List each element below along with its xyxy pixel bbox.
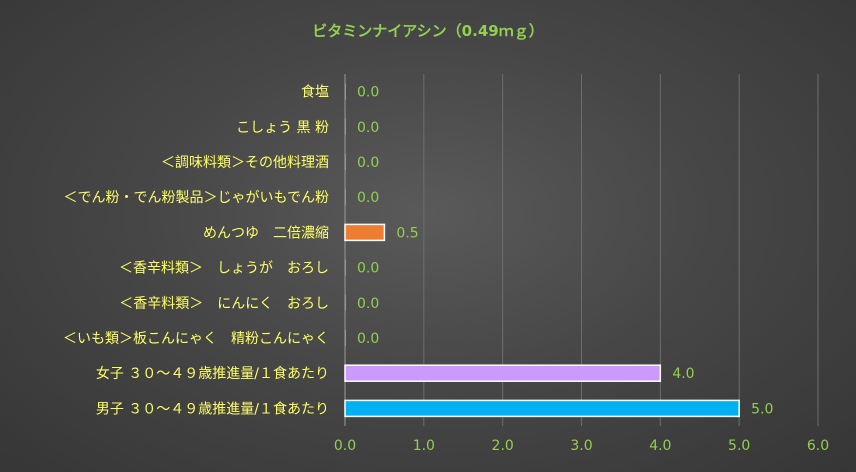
data-label: 5.0 [751,401,773,417]
data-label: 0.0 [357,190,379,206]
category-label: ＜調味料類＞その他料理酒 [161,155,329,171]
x-tick-label: 3.0 [570,438,592,454]
data-label: 4.0 [672,366,694,382]
bar [345,83,346,100]
bar [344,399,740,418]
data-label: 0.0 [357,85,379,101]
bar [344,223,386,242]
x-tick-label: 1.0 [413,438,435,454]
bar [345,189,346,206]
x-tick-label: 5.0 [728,438,750,454]
category-label: こしょう 黒 粉 [236,120,329,136]
x-tick-label: 0.0 [334,438,356,454]
x-tick-label: 6.0 [807,438,829,454]
category-label: 食塩 [301,84,329,101]
category-label: ＜いも類＞板こんにゃく 精粉こんにゃく [63,331,329,347]
data-label: 0.0 [357,120,379,136]
x-tick-label: 2.0 [492,438,514,454]
category-label: ＜でん粉・でん粉製品＞じゃがいもでん粉 [64,190,329,206]
data-label: 0.5 [396,225,418,241]
bars [344,83,740,418]
data-label: 0.0 [357,261,379,277]
category-label: ＜香辛料類＞ しょうが おろし [119,261,329,277]
bar [345,118,346,135]
data-label: 0.0 [357,296,379,312]
category-label: 女子 ３０～４９歳推進量/１食あたり [96,365,329,382]
category-label: ＜香辛料類＞ にんにく おろし [119,296,329,312]
x-tick-label: 4.0 [649,438,671,454]
data-label: 0.0 [357,155,379,171]
bar [344,364,662,382]
category-label: めんつゆ 二倍濃縮 [203,225,329,241]
data-label: 0.0 [357,331,379,347]
bar [345,330,346,346]
bar [345,154,346,170]
bar [345,294,346,311]
chart-title: ビタミンナイアシン（0.49ｍｇ） [312,22,543,41]
category-label: 男子 ３０～４９歳推進量/１食あたり [96,400,329,417]
labels: 0.0 1.0 2.0 3.0 4.0 5.0 6.0 食塩 0.0 こしょう 黒 粉 0.0 ＜調味… [63,84,829,454]
bar [345,259,346,276]
